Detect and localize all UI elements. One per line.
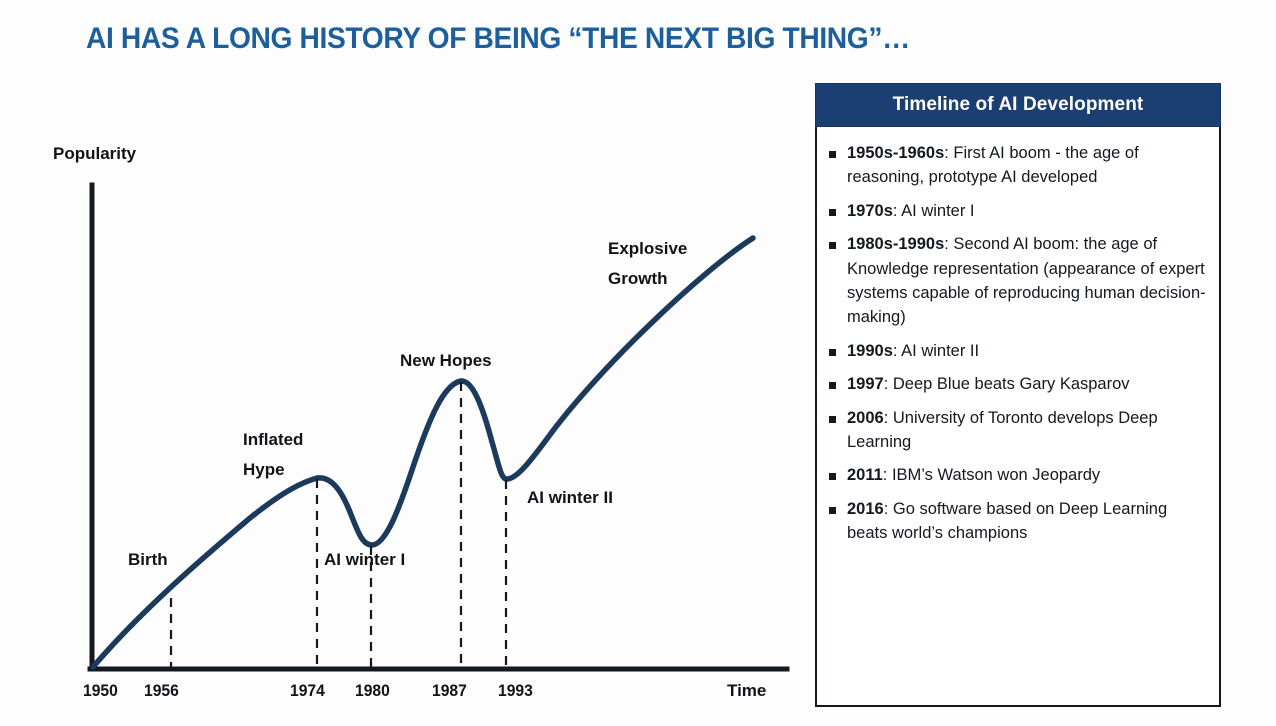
timeline-list: 1950s-1960s: First AI boom - the age of … xyxy=(815,127,1221,707)
list-item: 1990s: AI winter II xyxy=(829,339,1206,363)
square-bullet-icon xyxy=(829,199,847,219)
square-bullet-icon xyxy=(829,141,847,161)
list-item-desc: : Deep Blue beats Gary Kasparov xyxy=(883,375,1130,394)
list-item: 1950s-1960s: First AI boom - the age of … xyxy=(829,141,1206,190)
timeline-panel-title: Timeline of AI Development xyxy=(892,94,1144,115)
list-item-period: 2011 xyxy=(847,466,883,485)
square-bullet-icon xyxy=(829,339,847,359)
x-tick-1987: 1987 xyxy=(432,681,467,700)
list-item-desc: : AI winter I xyxy=(892,201,975,220)
x-tick-1950: 1950 xyxy=(83,681,118,700)
list-item-text: 1970s: AI winter I xyxy=(847,199,1206,223)
page-title: AI HAS A LONG HISTORY OF BEING “THE NEXT… xyxy=(86,22,910,55)
list-item-desc: : Second AI boom: the age of Knowledge r… xyxy=(847,235,1206,327)
list-item-text: 1990s: AI winter II xyxy=(847,339,1206,363)
list-item-desc: : AI winter II xyxy=(892,341,980,360)
list-item-text: 2006: University of Toronto develops Dee… xyxy=(847,406,1206,455)
annotation-ai-winter-2: AI winter II xyxy=(527,488,613,507)
annotation-new-hopes: New Hopes xyxy=(400,351,492,370)
list-item-period: 2006 xyxy=(847,408,884,427)
annotation-explosive-growth-line2: Growth xyxy=(608,269,668,288)
list-item-period: 1970s xyxy=(847,201,893,220)
annotation-birth: Birth xyxy=(128,550,168,569)
square-bullet-icon xyxy=(829,232,847,252)
annotation-explosive-growth-line1: Explosive xyxy=(608,239,688,258)
list-item: 1970s: AI winter I xyxy=(829,199,1206,223)
list-item-desc: : Go software based on Deep Learning bea… xyxy=(847,499,1168,543)
list-item-period: 1997 xyxy=(847,375,884,394)
timeline-panel-header: Timeline of AI Development xyxy=(815,83,1221,127)
x-tick-1974: 1974 xyxy=(290,681,325,700)
x-tick-1980: 1980 xyxy=(355,681,390,700)
x-tick-1993: 1993 xyxy=(498,681,533,700)
list-item-desc: : First AI boom - the age of reasoning, … xyxy=(847,144,1139,187)
square-bullet-icon xyxy=(829,463,847,483)
x-axis-title: Time xyxy=(727,681,767,700)
list-item-text: 2011: IBM’s Watson won Jeopardy xyxy=(847,463,1206,487)
annotation-inflated-hype-line2: Hype xyxy=(243,460,285,479)
list-item-period: 2016 xyxy=(847,499,884,518)
list-item-desc: : University of Toronto develops Deep Le… xyxy=(847,408,1158,452)
list-item-period: 1950s-1960s xyxy=(847,144,945,162)
list-item-desc: : IBM’s Watson won Jeopardy xyxy=(882,466,1101,485)
list-item-text: 2016: Go software based on Deep Learning… xyxy=(847,497,1206,546)
list-item: 2016: Go software based on Deep Learning… xyxy=(829,497,1206,546)
list-item-text: 1997: Deep Blue beats Gary Kasparov xyxy=(847,372,1206,396)
chart-canvas xyxy=(87,182,790,672)
list-item: 2006: University of Toronto develops Dee… xyxy=(829,406,1206,455)
list-item: 1980s-1990s: Second AI boom: the age of … xyxy=(829,232,1206,330)
list-item-text: 1980s-1990s: Second AI boom: the age of … xyxy=(847,232,1206,330)
popularity-timeline-chart: Popularity Time Birth Inflated Hype AI w… xyxy=(53,144,790,700)
list-item-text: 1950s-1960s: First AI boom - the age of … xyxy=(847,141,1206,190)
list-item-period: 1990s xyxy=(847,341,893,360)
square-bullet-icon xyxy=(829,372,847,392)
list-item: 2011: IBM’s Watson won Jeopardy xyxy=(829,463,1206,487)
list-item: 1997: Deep Blue beats Gary Kasparov xyxy=(829,372,1206,396)
timeline-panel: Timeline of AI Development 1950s-1960s: … xyxy=(815,83,1221,707)
square-bullet-icon xyxy=(829,497,847,517)
popularity-curve xyxy=(90,235,756,670)
annotation-inflated-hype-line1: Inflated xyxy=(243,430,304,449)
list-item-period: 1980s-1990s xyxy=(847,235,945,254)
x-tick-1956: 1956 xyxy=(144,681,179,700)
square-bullet-icon xyxy=(829,406,847,426)
y-axis-title: Popularity xyxy=(53,144,137,163)
annotation-ai-winter-1: AI winter I xyxy=(324,550,406,569)
